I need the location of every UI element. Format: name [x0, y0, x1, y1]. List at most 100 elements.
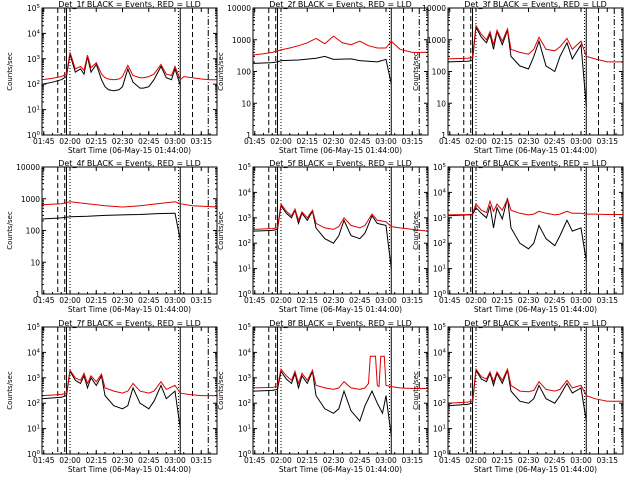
y-tick-label: 103 — [433, 214, 447, 223]
x-tick-label: 02:15 — [296, 296, 318, 305]
y-tick-base: 10 — [433, 163, 443, 172]
y-tick-base: 10 — [238, 214, 248, 223]
y-tick-base: 10 — [27, 425, 37, 434]
x-axis-label: Start Time (06-May-15 01:44:00) — [279, 146, 402, 155]
x-axis-label: Start Time (06-May-15 01:44:00) — [474, 146, 597, 155]
y-tick-label: 102 — [433, 239, 446, 248]
y-tick-label: 105 — [433, 323, 447, 332]
series-events-line — [253, 55, 392, 85]
x-tick-label: 03:00 — [164, 296, 186, 305]
x-tick-label: 01:45 — [244, 137, 266, 146]
y-tick-label: 101 — [27, 106, 40, 115]
x-tick-label: 01:45 — [439, 137, 461, 146]
panel-title: Det_7f BLACK = Events, RED = LLD — [58, 319, 201, 328]
x-tick-label: 03:00 — [570, 137, 592, 146]
event-markers — [57, 8, 209, 135]
y-tick-base: 10 — [433, 450, 443, 459]
y-tick-exponent: 3 — [248, 214, 252, 220]
y-tick-exponent: 1 — [248, 265, 252, 271]
x-tick-label: 02:30 — [518, 137, 540, 146]
y-tick-base: 10 — [27, 29, 37, 38]
y-tick-exponent: 4 — [443, 348, 447, 354]
x-tick-label: 02:45 — [544, 296, 566, 305]
y-tick-exponent: 4 — [37, 29, 41, 35]
y-tick-base: 10 — [27, 80, 37, 89]
y-tick-exponent: 4 — [248, 188, 252, 194]
y-tick-label: 100 — [238, 450, 252, 459]
panel-title: Det_5f BLACK = Events, RED = LLD — [269, 159, 412, 168]
y-axis-label: Counts/sec — [412, 52, 420, 91]
y-tick-exponent: 5 — [37, 4, 41, 10]
panel-6: 01:45 02:00 02:15 02:30 02:45 03:00 03:1510010… — [412, 159, 624, 314]
panel-title: Det_2f BLACK = Events, RED = LLD — [269, 0, 412, 9]
y-tick-base: 10 — [238, 450, 248, 459]
y-axis-label: Counts/sec — [6, 52, 14, 91]
y-tick-exponent: 3 — [443, 374, 447, 380]
y-tick-exponent: 1 — [443, 265, 447, 271]
y-tick-exponent: 5 — [248, 323, 252, 329]
y-tick-base: 10 — [433, 348, 443, 357]
panel-7: 01:45 02:00 02:15 02:30 02:45 03:00 03:1510010… — [6, 319, 218, 474]
x-tick-label: 02:45 — [138, 137, 160, 146]
y-axis-label: Counts/sec — [412, 211, 420, 250]
plot-frame — [41, 326, 218, 455]
x-tick-label: 02:15 — [85, 296, 107, 305]
y-tick-exponent: 5 — [443, 323, 447, 329]
y-tick-exponent: 2 — [37, 80, 41, 86]
y-tick-label: 10 — [436, 99, 446, 108]
x-tick-label: 02:00 — [59, 296, 81, 305]
x-tick-label: 03:00 — [570, 296, 592, 305]
series-lld-line — [448, 197, 623, 216]
x-tick-label: 02:45 — [544, 137, 566, 146]
y-tick-base: 10 — [433, 214, 443, 223]
x-tick-label: 02:30 — [518, 456, 540, 465]
y-tick-base: 10 — [433, 188, 443, 197]
y-axis-label: Counts/sec — [6, 371, 14, 410]
panel-title: Det_4f BLACK = Events, RED = LLD — [58, 159, 201, 168]
y-tick-label: 103 — [27, 374, 41, 383]
y-tick-label: 101 — [238, 265, 251, 274]
x-tick-label: 02:15 — [85, 137, 107, 146]
plot-frame — [447, 326, 624, 455]
y-axis-label: Counts/sec — [217, 211, 225, 250]
y-tick-label: 100 — [237, 68, 252, 77]
y-tick-label: 1 — [441, 131, 446, 140]
y-tick-label: 102 — [238, 399, 251, 408]
event-markers — [463, 327, 615, 454]
y-tick-label: 1000 — [232, 36, 251, 45]
y-tick-label: 100 — [27, 450, 41, 459]
x-tick-label: 02:45 — [349, 296, 371, 305]
y-tick-label: 105 — [238, 163, 252, 172]
x-tick-label: 02:00 — [59, 137, 81, 146]
x-tick-label: 02:30 — [112, 137, 134, 146]
y-tick-label: 101 — [27, 425, 40, 434]
x-tick-label: 02:30 — [323, 456, 345, 465]
y-tick-exponent: 1 — [248, 425, 252, 431]
x-tick-label: 02:45 — [349, 137, 371, 146]
y-tick-label: 100 — [433, 450, 447, 459]
x-tick-label: 03:00 — [375, 456, 397, 465]
panel-9: 01:45 02:00 02:15 02:30 02:45 03:00 03:1510010… — [412, 319, 624, 474]
y-tick-label: 103 — [433, 374, 447, 383]
y-tick-exponent: 0 — [248, 290, 252, 296]
x-tick-label: 02:45 — [544, 456, 566, 465]
y-tick-label: 1 — [35, 290, 40, 299]
x-tick-label: 02:15 — [85, 456, 107, 465]
panel-3: 01:45 02:00 02:15 02:30 02:45 03:00 03:15 1 10 10… — [412, 0, 624, 155]
series-lld-line — [42, 368, 217, 397]
panel-title: Det_3f BLACK = Events, RED = LLD — [464, 0, 607, 9]
y-tick-base: 10 — [27, 348, 37, 357]
series-events-line — [253, 369, 392, 437]
x-tick-label: 02:45 — [138, 296, 160, 305]
y-tick-label: 10000 — [16, 163, 40, 172]
x-tick-label: 02:15 — [491, 137, 513, 146]
x-tick-label: 02:30 — [323, 137, 345, 146]
panel-title: Det_6f BLACK = Events, RED = LLD — [464, 159, 607, 168]
x-tick-label: 02:30 — [323, 296, 345, 305]
y-tick-label: 100 — [433, 290, 447, 299]
y-tick-exponent: 2 — [248, 239, 252, 245]
y-tick-label: 10000 — [422, 4, 446, 13]
y-tick-base: 10 — [433, 323, 443, 332]
y-tick-base: 10 — [238, 348, 248, 357]
y-tick-exponent: 2 — [37, 399, 41, 405]
